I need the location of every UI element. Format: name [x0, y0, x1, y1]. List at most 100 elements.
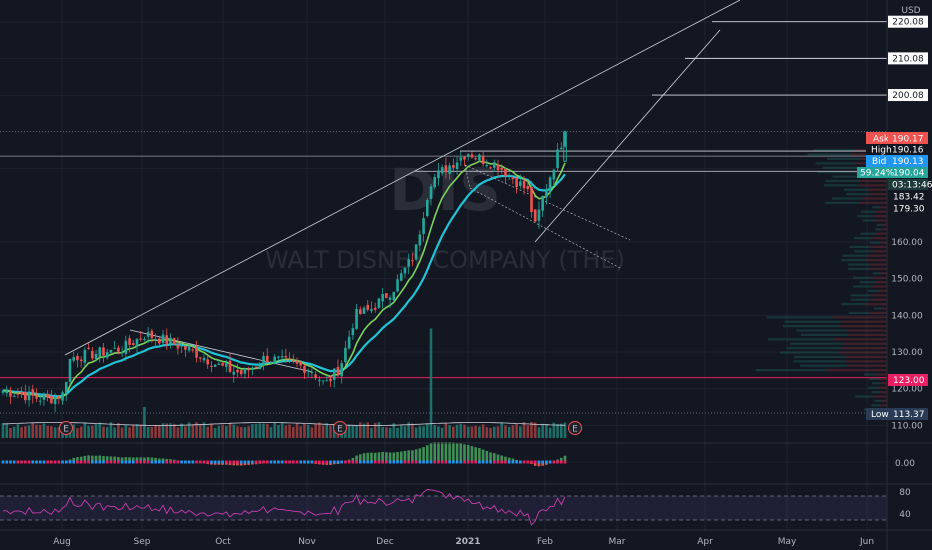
volume-bar: [418, 426, 422, 438]
candle-body: [537, 209, 541, 221]
oscillator-dot: [176, 460, 180, 464]
oscillator-dot: [344, 460, 347, 464]
candle-body: [269, 361, 273, 364]
candle-body: [433, 177, 437, 188]
oscillator-bar: [370, 452, 373, 462]
oscillator-dot: [9, 460, 12, 464]
oscillator-dot: [247, 460, 250, 464]
oscillator-dot: [507, 460, 511, 464]
descending-trendline[interactable]: [129, 329, 313, 373]
tag-bg-target-210: [888, 52, 928, 65]
oscillator-dot: [1, 460, 5, 464]
volume-bar: [91, 425, 94, 438]
volume-bar: [169, 423, 172, 438]
current-price: 190.04: [893, 169, 925, 179]
oscillator-bar: [366, 452, 370, 462]
profile-up: [768, 338, 834, 341]
candle-body: [213, 364, 217, 367]
oscillator-bar: [117, 457, 120, 462]
profile-down: [868, 193, 887, 196]
profile-up: [789, 342, 844, 345]
time-tick-5: 2021: [455, 537, 480, 547]
earnings-marker-feb[interactable]: E: [568, 421, 582, 435]
profile-down: [881, 307, 887, 310]
volume-bar: [511, 425, 515, 438]
candle-body: [429, 186, 433, 199]
tag-target-200: 200.08: [892, 91, 924, 101]
oscillator-dot: [172, 460, 176, 464]
volume-bar: [102, 426, 105, 438]
oscillator-dot: [169, 460, 172, 464]
earnings-marker-aug[interactable]: E: [59, 421, 73, 435]
volume-bar: [280, 423, 284, 438]
oscillator-dot: [5, 460, 9, 464]
volume-bar: [120, 427, 124, 438]
time-axis[interactable]: Aug Sep Oct Nov Dec 2021 Feb Mar Apr May Jun: [53, 537, 874, 547]
oscillator-bar: [72, 457, 76, 462]
price-tick-1: 120.00: [891, 385, 923, 395]
volume-bar: [563, 422, 567, 438]
candle-body: [87, 347, 90, 350]
candle-body: [545, 189, 548, 198]
oscillator-dot: [50, 460, 53, 464]
price-tick-2: 130.00: [891, 348, 923, 358]
oscillator-dot: [12, 460, 16, 464]
volume-bar: [195, 422, 198, 438]
oscillator-bar: [496, 454, 500, 462]
profile-up: [825, 179, 860, 183]
price-axis[interactable]: 110.00 120.00 130.00 140.00 150.00 160.00: [891, 238, 923, 431]
candle-body: [135, 339, 139, 347]
profile-up: [824, 184, 859, 187]
profile-up: [849, 245, 871, 249]
profile-down: [879, 391, 887, 394]
currency-label: USD: [901, 6, 920, 16]
candle-body: [124, 340, 128, 354]
oscillator-dot: [466, 460, 470, 464]
oscillator-dot: [150, 460, 154, 464]
candle-body: [318, 379, 321, 381]
volume-bar: [180, 423, 183, 438]
candle-body: [24, 391, 27, 401]
oscillator-dot: [38, 460, 42, 464]
profile-down: [846, 329, 887, 332]
volume-bars: [1, 328, 567, 438]
candle-body: [64, 381, 68, 394]
candle-body: [347, 336, 351, 349]
oscillator-dot: [496, 460, 500, 464]
candle-body: [552, 169, 556, 180]
oscillator-dot: [35, 460, 38, 464]
candle-body: [180, 345, 183, 347]
volume-bar: [161, 423, 165, 438]
oscillator-dot: [310, 460, 314, 464]
volume-bar: [198, 423, 202, 438]
volume-bar: [474, 425, 477, 438]
upper-trendline[interactable]: [64, 0, 741, 356]
volume-bar: [381, 426, 384, 438]
volume-bar: [414, 427, 418, 438]
oscillator-dot: [407, 460, 410, 464]
volume-bar: [46, 425, 49, 438]
oscillator-dot: [422, 460, 425, 464]
candle-body: [470, 154, 474, 158]
candle-body: [504, 168, 507, 177]
volume-bar: [284, 425, 288, 438]
steep-trendline[interactable]: [534, 29, 721, 243]
channel-lower[interactable]: [469, 187, 621, 269]
oscillator-bar: [541, 462, 544, 466]
volume-bar: [556, 423, 559, 438]
oscillator-bar: [403, 451, 407, 462]
candle-body: [139, 338, 143, 340]
earnings-marker-nov[interactable]: E: [333, 421, 347, 435]
volume-bar: [154, 424, 157, 438]
oscillator-bar: [381, 451, 384, 462]
oscillator-dot: [262, 460, 265, 464]
volume-bar: [481, 424, 485, 438]
time-tick-7: Mar: [609, 537, 626, 547]
time-tick-0: Aug: [53, 537, 71, 547]
candle-body: [481, 155, 485, 164]
oscillator-bar: [396, 452, 399, 462]
time-tick-9: May: [778, 537, 797, 547]
candle-body: [452, 165, 455, 168]
